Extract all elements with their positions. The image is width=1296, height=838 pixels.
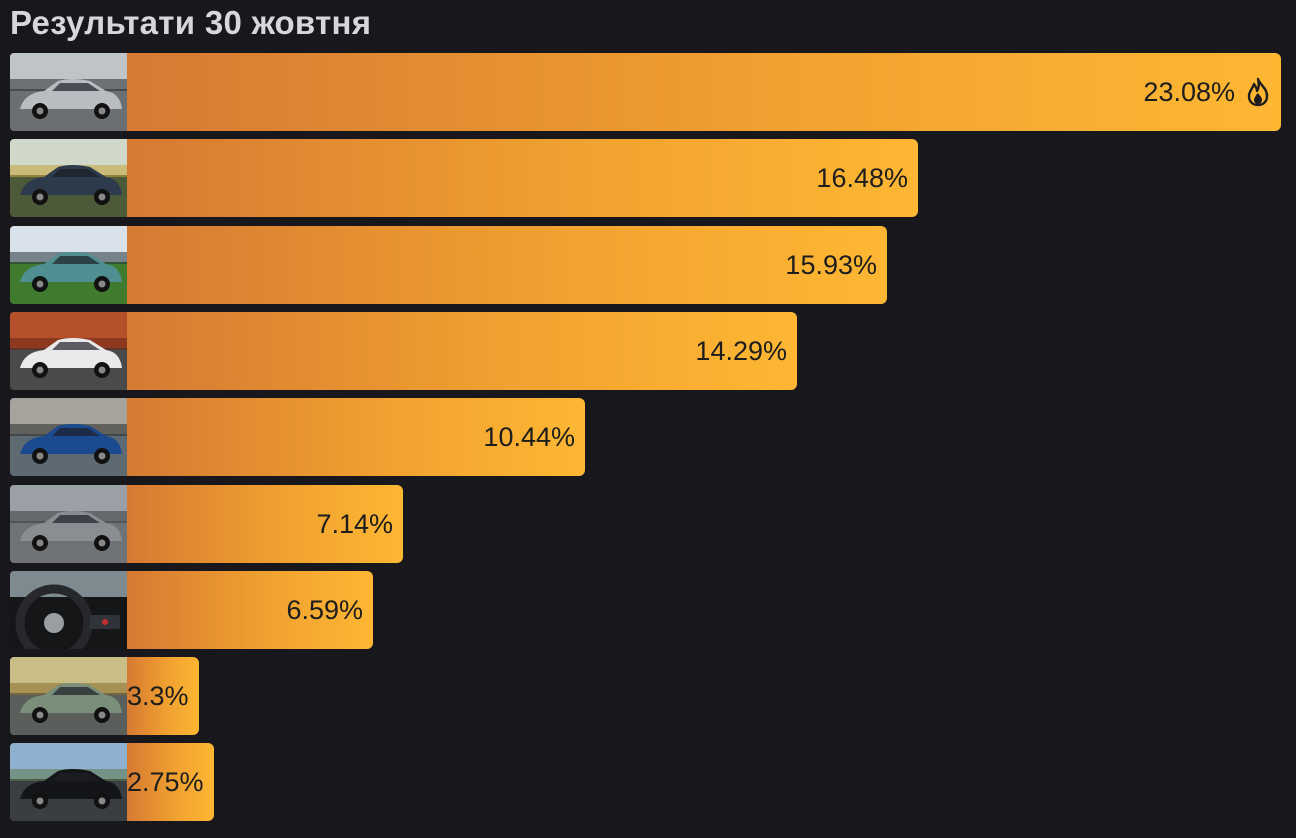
data-label: 10.44% bbox=[483, 421, 575, 452]
data-label: 15.93% bbox=[785, 249, 877, 280]
silver-coupe-photo bbox=[10, 53, 127, 131]
chart-title: Результати 30 жовтня bbox=[10, 4, 372, 41]
data-label: 7.14% bbox=[316, 508, 393, 539]
blue-hatchback-photo bbox=[10, 398, 127, 476]
fire-icon bbox=[1245, 77, 1271, 107]
data-label: 6.59% bbox=[286, 594, 363, 625]
black-sedan-road-photo bbox=[10, 743, 127, 821]
grey-crossover-photo bbox=[10, 485, 127, 563]
bar: 3.3% bbox=[127, 657, 199, 735]
car-interior-steering-wheel-photo bbox=[10, 571, 127, 649]
data-label: 2.75% bbox=[127, 766, 204, 797]
data-label: 14.29% bbox=[695, 335, 787, 366]
bar-row: 6.59% bbox=[10, 571, 373, 649]
bar-row: 7.14% bbox=[10, 485, 403, 563]
bar-row: 10.44% bbox=[10, 398, 585, 476]
bar-chart: 23.08% 16.48% 15.93% 14.29% 10.44% 7.14% 6.59%… bbox=[10, 53, 1286, 823]
bar: 6.59% bbox=[127, 571, 373, 649]
bar-row: 14.29% bbox=[10, 312, 797, 390]
bar: 10.44% bbox=[127, 398, 585, 476]
data-label: 3.3% bbox=[127, 680, 189, 711]
bar-row: 16.48% bbox=[10, 139, 918, 217]
bar-row: 2.75% bbox=[10, 743, 214, 821]
data-label: 16.48% bbox=[816, 162, 908, 193]
bar: 23.08% bbox=[127, 53, 1281, 131]
green-minivan-photo bbox=[10, 657, 127, 735]
white-sedan-sunset-photo bbox=[10, 312, 127, 390]
bar: 14.29% bbox=[127, 312, 797, 390]
bar-row: 3.3% bbox=[10, 657, 199, 735]
bar: 15.93% bbox=[127, 226, 887, 304]
bar-row: 23.08% bbox=[10, 53, 1281, 131]
data-label: 23.08% bbox=[1143, 76, 1235, 107]
dark-hatchback-photo bbox=[10, 139, 127, 217]
bar: 2.75% bbox=[127, 743, 214, 821]
bar: 7.14% bbox=[127, 485, 403, 563]
teal-sedan-photo bbox=[10, 226, 127, 304]
bar: 16.48% bbox=[127, 139, 918, 217]
bar-row: 15.93% bbox=[10, 226, 887, 304]
